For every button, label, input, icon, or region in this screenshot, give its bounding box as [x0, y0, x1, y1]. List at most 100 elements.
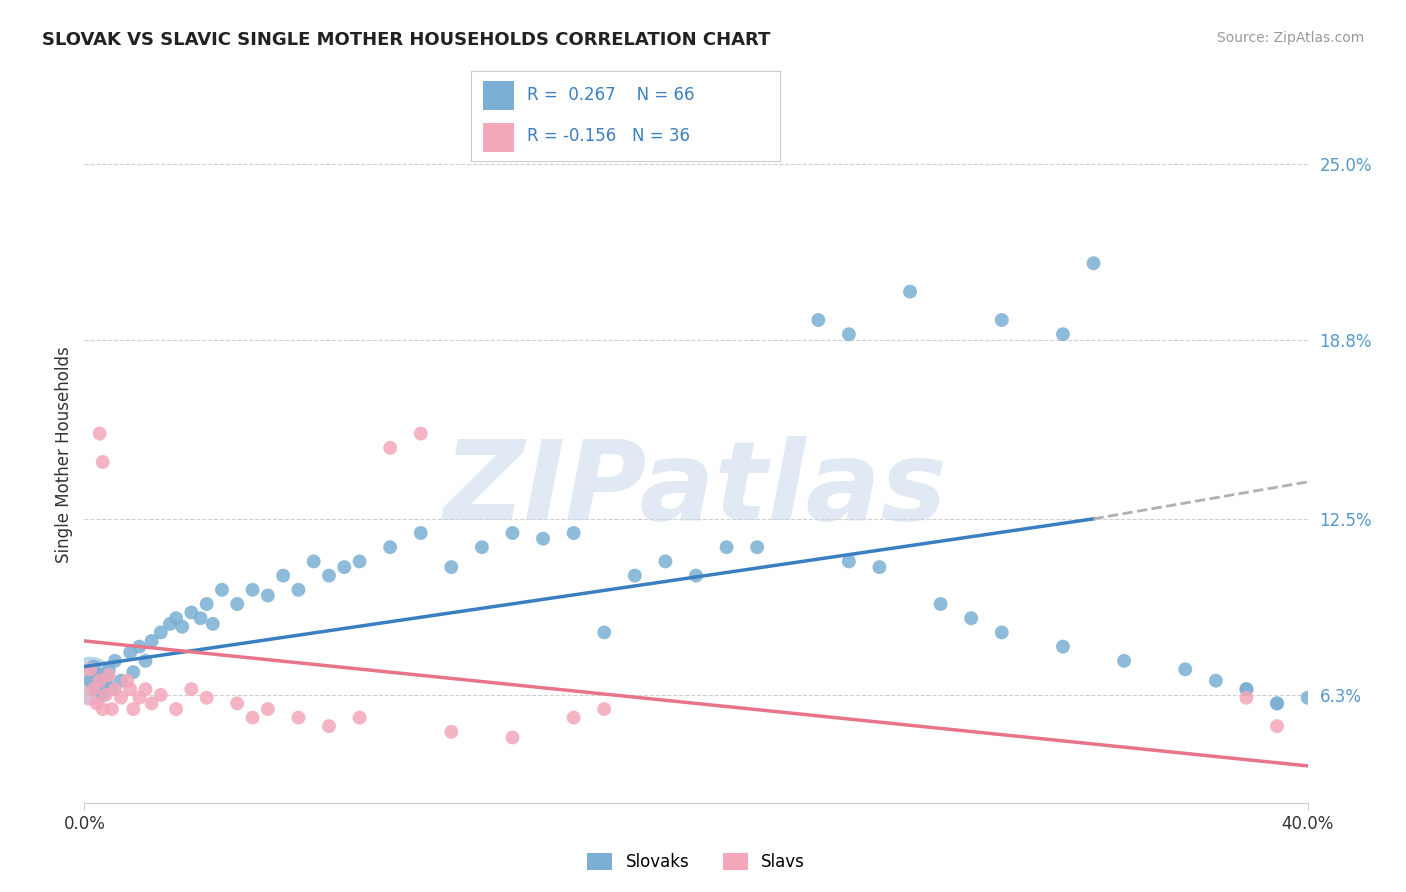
Point [89, 426, 111, 441]
Point [159, 616, 181, 631]
Point [409, 526, 432, 541]
Y-axis label: Single Mother Households: Single Mother Households [55, 347, 73, 563]
Point [562, 710, 585, 724]
Point [440, 724, 463, 739]
Point [654, 554, 676, 568]
Point [685, 568, 707, 582]
Point [318, 719, 340, 733]
Point [242, 582, 264, 597]
Point [1052, 640, 1074, 654]
Point [716, 540, 738, 554]
Point [991, 625, 1014, 640]
Point [960, 611, 983, 625]
Point [104, 682, 127, 697]
Point [302, 554, 325, 568]
Point [287, 710, 309, 724]
Point [898, 285, 921, 299]
Point [257, 702, 280, 716]
Point [149, 625, 172, 640]
Point [531, 532, 554, 546]
Point [1234, 682, 1257, 697]
Point [257, 589, 280, 603]
Point [1052, 327, 1074, 342]
Point [83, 659, 105, 673]
Point [1114, 654, 1136, 668]
Point [120, 645, 142, 659]
Point [122, 702, 145, 716]
Point [502, 731, 524, 745]
Point [86, 697, 108, 711]
Point [201, 616, 224, 631]
Point [91, 688, 114, 702]
Point [94, 673, 117, 688]
Point [838, 327, 860, 342]
Legend: Slovaks, Slavs: Slovaks, Slavs [581, 847, 811, 878]
Text: R =  0.267    N = 66: R = 0.267 N = 66 [527, 87, 695, 104]
Point [115, 673, 138, 688]
Point [271, 568, 294, 582]
Point [333, 560, 356, 574]
Point [94, 688, 117, 702]
Point [1205, 673, 1227, 688]
Point [471, 540, 494, 554]
Point [502, 526, 524, 541]
Point [440, 560, 463, 574]
Point [135, 654, 157, 668]
Point [89, 673, 111, 688]
Point [97, 662, 120, 676]
Text: ZIPatlas: ZIPatlas [444, 436, 948, 543]
Point [141, 634, 163, 648]
Point [624, 568, 647, 582]
Text: Source: ZipAtlas.com: Source: ZipAtlas.com [1216, 31, 1364, 45]
Point [226, 697, 249, 711]
Text: SLOVAK VS SLAVIC SINGLE MOTHER HOUSEHOLDS CORRELATION CHART: SLOVAK VS SLAVIC SINGLE MOTHER HOUSEHOLD… [42, 31, 770, 49]
Point [180, 606, 202, 620]
Point [97, 668, 120, 682]
Point [349, 554, 371, 568]
Point [122, 665, 145, 680]
Point [79, 662, 101, 676]
Point [838, 554, 860, 568]
Point [226, 597, 249, 611]
Point [128, 640, 150, 654]
Point [79, 673, 101, 688]
Point [1265, 697, 1288, 711]
Point [149, 688, 172, 702]
Point [110, 690, 132, 705]
Point [104, 654, 127, 668]
Point [195, 690, 218, 705]
Point [91, 702, 114, 716]
Point [318, 568, 340, 582]
Point [1234, 690, 1257, 705]
Point [1234, 682, 1257, 697]
Point [1174, 662, 1197, 676]
Point [172, 620, 194, 634]
Point [165, 611, 187, 625]
Point [1265, 697, 1288, 711]
Point [1265, 719, 1288, 733]
Point [120, 682, 142, 697]
Point [180, 682, 202, 697]
Point [91, 455, 114, 469]
Point [380, 441, 402, 455]
FancyBboxPatch shape [484, 81, 515, 110]
Point [807, 313, 830, 327]
Point [79, 673, 101, 688]
Point [380, 540, 402, 554]
Point [409, 426, 432, 441]
Point [593, 625, 616, 640]
Point [747, 540, 769, 554]
Point [1083, 256, 1105, 270]
Point [1296, 690, 1319, 705]
Point [869, 560, 891, 574]
Point [242, 710, 264, 724]
Point [141, 697, 163, 711]
Point [593, 702, 616, 716]
Point [562, 526, 585, 541]
Point [135, 682, 157, 697]
Point [190, 611, 212, 625]
Point [195, 597, 218, 611]
FancyBboxPatch shape [484, 123, 515, 152]
Point [86, 682, 108, 697]
Point [211, 582, 233, 597]
